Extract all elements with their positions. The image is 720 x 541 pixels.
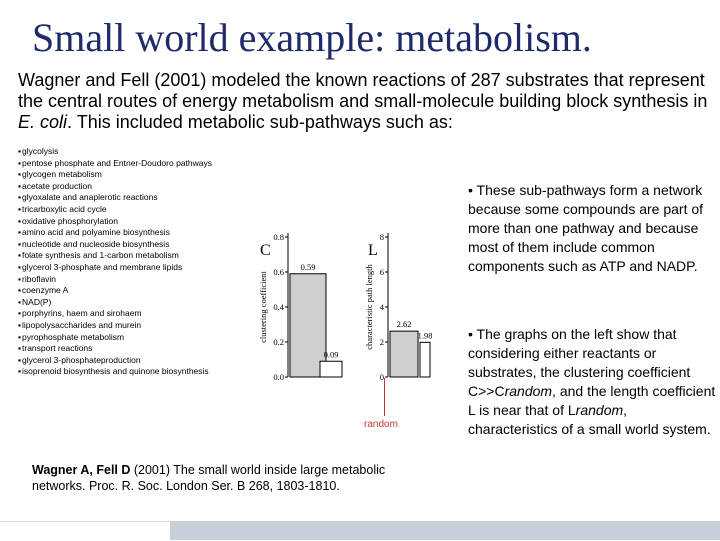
list-item: glycerol 3-phosphateproduction (18, 355, 212, 367)
p2-text-c: , and the length coefficient L is near t… (468, 383, 716, 418)
list-item: lipopolysaccharides and murein (18, 320, 212, 332)
citation-rest: (2001) The small world inside large meta… (32, 463, 386, 493)
list-item: NAD(P) (18, 297, 212, 309)
y-tick-label: 0 (380, 372, 384, 382)
bar (319, 360, 343, 378)
y-axis-label: clustering coefficient (258, 270, 268, 342)
list-item: coenzyme A (18, 285, 212, 297)
list-item: porphyrins, haem and sirohaem (18, 308, 212, 320)
y-tick-label: 4 (380, 302, 385, 312)
data-label: 2.62 (397, 319, 412, 329)
y-tick-label: 0.4 (273, 302, 284, 312)
list-item: glyoxalate and anaplerotic reactions (18, 192, 212, 204)
citation: Wagner A, Fell D (2001) The small world … (32, 462, 412, 494)
slide-title: Small world example: metabolism. (32, 15, 592, 60)
panel-label-c: C (260, 242, 271, 259)
p2-text-a: • The graphs on the left show that consi… (468, 326, 691, 399)
pathway-list: glycolysis pentose phosphate and Entner-… (18, 146, 212, 378)
intro-text-2: . This included metabolic sub-pathways s… (67, 112, 453, 132)
data-label: 0.59 (301, 262, 316, 272)
list-item: acetate production (18, 181, 212, 193)
p2-subscript-random-2: random (575, 402, 624, 418)
y-tick-label: 2 (380, 337, 384, 347)
y-axis-label: characteristic path length (364, 264, 374, 350)
p2-text-e: , characteristics of a small world syste… (468, 402, 711, 437)
list-item: amino acid and polyamine biosynthesis (18, 227, 212, 239)
panel-label-l: L (368, 242, 378, 259)
list-item: isoprenoid biosynthesis and quinone bios… (18, 366, 212, 378)
y-tick-label: 6 (380, 267, 384, 277)
random-pointer-line (384, 378, 385, 416)
citation-authors: Wagner A, Fell D (32, 463, 131, 477)
footer-bar (0, 521, 720, 541)
data-label: 1.98 (418, 330, 432, 340)
list-item: nucleotide and nucleoside biosynthesis (18, 239, 212, 251)
bar (419, 341, 431, 378)
intro-ecoli: E. coli (18, 112, 68, 132)
list-item: glycogen metabolism (18, 169, 212, 181)
data-label: 0.09 (324, 349, 339, 359)
intro-paragraph: Wagner and Fell (2001) modeled the known… (18, 70, 718, 133)
list-item: folate synthesis and 1-carbon metabolism (18, 250, 212, 262)
random-label: random (364, 419, 398, 430)
list-item: glycerol 3-phosphate and membrane lipids (18, 262, 212, 274)
y-tick-label: 8 (380, 232, 384, 242)
bar (389, 330, 419, 378)
p2-subscript-random-1: random (504, 383, 553, 399)
bar (289, 273, 327, 378)
list-item: glycolysis (18, 146, 212, 158)
y-tick-label: 0.2 (273, 337, 284, 347)
list-item: pyrophosphate metabolism (18, 332, 212, 344)
list-item: tricarboxylic acid cycle (18, 204, 212, 216)
list-item: pentose phosphate and Entner-Doudoro pat… (18, 158, 212, 170)
y-tick-label: 0.0 (273, 372, 284, 382)
y-tick-label: 0.6 (273, 267, 284, 277)
footer-bar-left (0, 521, 170, 541)
list-item: transport reactions (18, 343, 212, 355)
y-tick-label: 0.8 (273, 232, 284, 242)
intro-text-1: Wagner and Fell (2001) modeled the known… (18, 70, 708, 111)
footer-bar-right (170, 521, 720, 540)
list-item: riboflavin (18, 274, 212, 286)
explanation-paragraph-1: • These sub-pathways form a network beca… (468, 182, 704, 274)
explanation-paragraph-2: • The graphs on the left show that consi… (468, 325, 716, 439)
list-item: oxidative phosphorylation (18, 216, 212, 228)
